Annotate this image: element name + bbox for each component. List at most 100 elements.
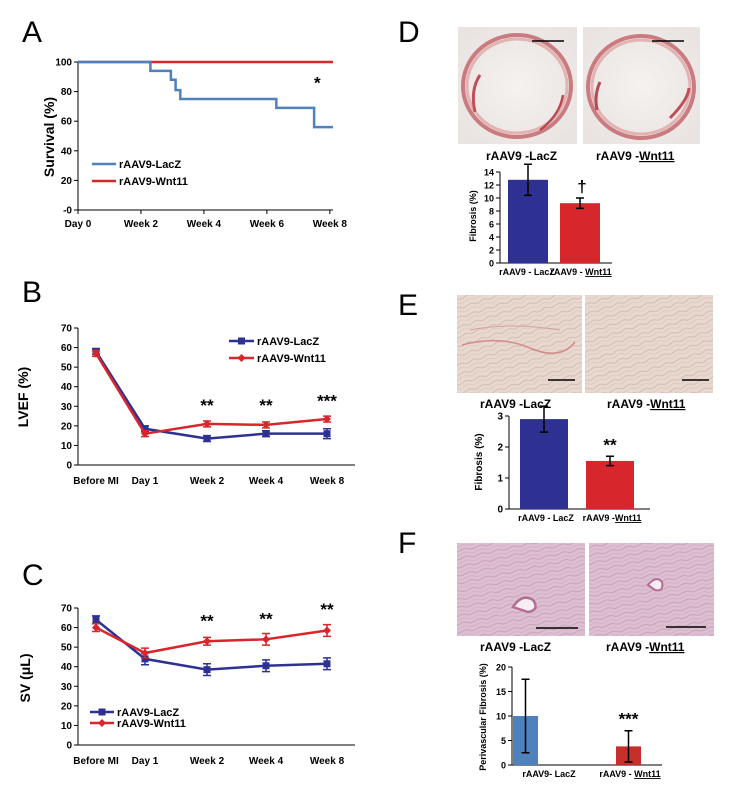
significance-mark: ** xyxy=(200,396,214,415)
y-tick-label: 20 xyxy=(61,701,73,712)
caption-wnt11-prefix: rAAV9 - xyxy=(606,640,649,654)
caption-wnt11-prefix: rAAV9 - xyxy=(607,397,650,411)
x-tick-label: Day 1 xyxy=(132,476,159,487)
histology-f: rAAV9 -LacZ rAAV9 -Wnt11 xyxy=(457,543,714,654)
caption-wnt11-name: Wnt11 xyxy=(639,149,675,163)
error-bar xyxy=(521,678,530,754)
series-line-wnt11 xyxy=(94,352,328,436)
y-tick-label: 0 xyxy=(66,741,72,752)
caption-lacz-prefix: rAAV9 - xyxy=(480,397,523,411)
fibrosis-bar-chart-d: Fibrosis (%) 0 2 4 6 8 10 12 14 rAAV9 - LacZrAAV… xyxy=(468,163,612,277)
y-tick-label: 6 xyxy=(489,220,494,230)
y-tick-label: 10 xyxy=(61,721,73,732)
y-axis-label: SV (μL) xyxy=(17,653,33,702)
y-tick-label: 2 xyxy=(497,443,503,454)
x-tick-label: Before MI xyxy=(73,476,119,487)
caption-lacz-name: LacZ xyxy=(523,640,551,654)
error-bar xyxy=(624,729,633,763)
x-tick-label: rAAV9 - LacZ xyxy=(518,513,574,523)
perivascular-lacz-image xyxy=(457,543,585,636)
panel-label-c: C xyxy=(22,559,44,592)
x-tick-label: Week 8 xyxy=(313,219,348,230)
data-point-wnt11 xyxy=(141,649,149,658)
lvef-chart: LVEF (%) 0 10 20 30 40 50 60 70 Before MI Day 1 We… xyxy=(15,324,355,487)
legend-label-wnt11: rAAV9-Wnt11 xyxy=(257,353,326,365)
y-tick-label: 0 xyxy=(501,761,506,771)
x-tick-label: Week 8 xyxy=(310,756,345,767)
y-tick-label: 12 xyxy=(484,181,494,191)
data-point-wnt11 xyxy=(262,635,270,644)
y-tick-label: 70 xyxy=(61,324,73,335)
significance-mark: *** xyxy=(317,391,337,410)
data-point-lacz xyxy=(203,666,211,674)
caption-lacz-name: LacZ xyxy=(523,397,551,411)
legend-label-lacz: rAAV9-LacZ xyxy=(257,336,319,348)
survival-line-lacz xyxy=(78,60,333,129)
caption-lacz-prefix: rAAV9 - xyxy=(480,640,523,654)
y-tick-label: 10 xyxy=(61,441,73,452)
x-tick-label: Week 8 xyxy=(310,476,345,487)
y-tick-label: 50 xyxy=(61,643,73,654)
myocardium-wnt11-image xyxy=(585,295,713,393)
data-point-wnt11 xyxy=(203,637,211,646)
significance-mark: ** xyxy=(259,610,273,629)
significance-mark: ** xyxy=(200,612,214,631)
x-tick-label: Week 2 xyxy=(190,756,225,767)
perivascular-bar-chart-f: Perivascular Fibrosis (%) 0 5 10 15 20 rAAV9-… xyxy=(478,663,662,779)
panel-label-e: E xyxy=(398,289,418,322)
y-tick-label: 30 xyxy=(61,682,73,693)
data-point-wnt11 xyxy=(323,415,331,424)
y-tick-label: 100 xyxy=(55,58,72,69)
bar-wnt11 xyxy=(560,203,600,263)
data-point-wnt11 xyxy=(92,349,100,358)
svg-text:rAAV9 -Wnt11: rAAV9 -Wnt11 xyxy=(607,397,686,411)
x-tick-label: Week 4 xyxy=(187,219,222,230)
caption-wnt11-name: Wnt11 xyxy=(649,640,685,654)
significance-mark: ** xyxy=(259,396,273,415)
x-tick-label: rAAV9 - Wnt11 xyxy=(599,769,660,779)
panel-label-a: A xyxy=(22,16,42,49)
series-line-wnt11 xyxy=(95,626,328,655)
significance-mark: *** xyxy=(619,710,639,729)
legend-marker-wnt11 xyxy=(237,354,246,362)
y-tick-label: 60 xyxy=(61,623,73,634)
fibrosis-bar-chart-e: Fibrosis (%) 0 1 2 3 rAAV9 - LacZ rAAV9 -Wnt1… xyxy=(474,405,650,523)
y-tick-label: 60 xyxy=(61,343,73,354)
x-tick-label: Week 4 xyxy=(249,476,284,487)
x-tick-label: Week 6 xyxy=(250,219,285,230)
y-tick-label: 1 xyxy=(497,474,503,485)
x-tick-label: Before MI xyxy=(73,756,119,767)
y-axis-label: Perivascular Fibrosis (%) xyxy=(478,663,488,771)
y-tick-label: 2 xyxy=(489,246,494,256)
y-tick-label: 60 xyxy=(61,117,73,128)
y-tick-label: 0 xyxy=(66,461,72,472)
x-tick-label: rAAV9 - LacZ xyxy=(499,267,555,277)
legend-label-lacz: rAAV9-LacZ xyxy=(119,159,181,171)
data-point-lacz xyxy=(92,616,100,624)
data-point-lacz xyxy=(262,430,270,438)
error-bar xyxy=(524,163,532,197)
y-tick-label: 30 xyxy=(61,402,73,413)
legend-label-wnt11: rAAV9-Wnt11 xyxy=(119,176,188,188)
data-point-lacz xyxy=(141,655,149,663)
legend-marker-wnt11 xyxy=(98,719,106,727)
x-tick-label: Week 2 xyxy=(124,219,159,230)
svg-text:rAAV9 -Wnt11: rAAV9 -Wnt11 xyxy=(606,640,685,654)
panel-label-f: F xyxy=(398,527,416,560)
legend: rAAV9-LacZ rAAV9-Wnt11 xyxy=(92,159,188,188)
x-tick-label: Day 0 xyxy=(65,219,92,230)
heart-section-lacz-image xyxy=(458,27,577,144)
data-point-lacz xyxy=(323,430,331,438)
y-axis-label: LVEF (%) xyxy=(15,367,31,427)
sv-chart: SV (μL) 0 10 20 30 40 50 60 70 Before MI Day 1 Wee… xyxy=(17,600,355,767)
y-tick-label: 80 xyxy=(61,87,73,98)
x-tick-label: rAAV9 - Wnt11 xyxy=(550,267,611,277)
significance-mark: ** xyxy=(320,600,334,619)
y-tick-label: 20 xyxy=(496,663,506,673)
histology-e: rAAV9 -LacZ rAAV9 -Wnt11 xyxy=(457,295,713,411)
y-tick-label: 10 xyxy=(496,712,506,722)
data-point-lacz xyxy=(323,660,331,668)
bar-wnt11 xyxy=(586,460,634,509)
x-tick-label: Week 2 xyxy=(190,476,225,487)
